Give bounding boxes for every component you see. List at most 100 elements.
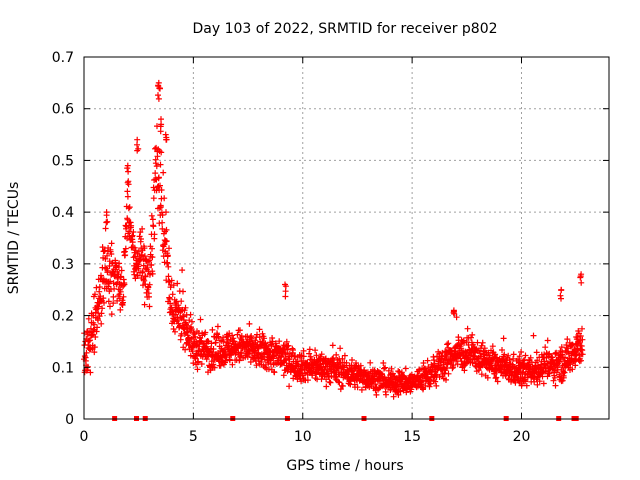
data-point bbox=[102, 225, 109, 232]
x-tick-label: 15 bbox=[403, 429, 421, 445]
data-point bbox=[285, 342, 292, 349]
data-point bbox=[155, 95, 162, 102]
data-point bbox=[194, 366, 201, 373]
data-point bbox=[125, 205, 132, 212]
data-point bbox=[546, 350, 553, 357]
data-point bbox=[478, 342, 485, 349]
data-point bbox=[577, 333, 584, 339]
data-point bbox=[188, 326, 195, 333]
data-point bbox=[182, 304, 189, 311]
data-point bbox=[433, 382, 440, 389]
data-point bbox=[443, 365, 450, 371]
data-point bbox=[329, 356, 336, 362]
data-point bbox=[159, 219, 166, 226]
data-point bbox=[149, 270, 156, 277]
data-point bbox=[187, 311, 194, 318]
data-point bbox=[108, 251, 115, 257]
data-point bbox=[367, 359, 374, 366]
data-point bbox=[579, 325, 585, 332]
data-point bbox=[149, 245, 155, 252]
data-point bbox=[98, 320, 105, 327]
data-point bbox=[402, 365, 409, 372]
data-point bbox=[247, 359, 254, 365]
data-point bbox=[167, 300, 174, 307]
data-point bbox=[286, 383, 293, 390]
data-point bbox=[236, 357, 243, 363]
data-point bbox=[282, 288, 289, 295]
data-point bbox=[395, 368, 402, 375]
data-point bbox=[172, 328, 178, 335]
data-point bbox=[189, 348, 196, 355]
y-tick-label: 0.6 bbox=[52, 102, 74, 118]
data-point bbox=[229, 361, 236, 368]
data-point bbox=[158, 149, 165, 156]
data-point bbox=[451, 310, 458, 317]
data-point bbox=[312, 347, 319, 354]
data-point bbox=[99, 305, 106, 312]
data-point bbox=[84, 367, 91, 373]
data-point bbox=[146, 303, 153, 310]
data-point bbox=[536, 378, 543, 385]
data-point bbox=[545, 370, 552, 376]
y-tick-label: 0.5 bbox=[52, 153, 74, 169]
data-point bbox=[197, 316, 204, 323]
data-point bbox=[118, 267, 125, 274]
data-point bbox=[168, 277, 175, 284]
data-point bbox=[149, 216, 156, 223]
data-point bbox=[337, 345, 344, 352]
data-point bbox=[141, 301, 148, 308]
data-point bbox=[95, 303, 102, 310]
data-point bbox=[246, 320, 253, 327]
data-point bbox=[189, 318, 195, 325]
data-point bbox=[505, 352, 512, 359]
data-point bbox=[479, 339, 486, 346]
data-point bbox=[134, 136, 141, 143]
data-point bbox=[163, 238, 170, 245]
data-point bbox=[110, 280, 117, 287]
data-point bbox=[116, 260, 123, 267]
plot-frame bbox=[83, 56, 610, 420]
data-point bbox=[149, 254, 156, 261]
data-point bbox=[564, 336, 571, 343]
data-point bbox=[238, 333, 245, 339]
data-point bbox=[518, 349, 525, 355]
data-point bbox=[198, 361, 205, 367]
data-point bbox=[558, 287, 565, 294]
data-point bbox=[249, 340, 256, 347]
data-point bbox=[330, 355, 337, 361]
data-point bbox=[534, 381, 541, 388]
data-point bbox=[523, 382, 530, 389]
data-point bbox=[95, 317, 101, 324]
data-point bbox=[209, 326, 216, 333]
data-point bbox=[491, 370, 498, 377]
data-point bbox=[107, 278, 114, 285]
data-point bbox=[237, 327, 243, 334]
data-point bbox=[229, 332, 236, 339]
data-point bbox=[91, 344, 98, 351]
data-point bbox=[102, 264, 109, 271]
data-point bbox=[151, 231, 158, 238]
data-point bbox=[562, 354, 568, 361]
data-point bbox=[445, 370, 452, 377]
data-point bbox=[208, 358, 215, 365]
data-point bbox=[551, 374, 558, 381]
data-point bbox=[123, 223, 130, 230]
data-point bbox=[373, 391, 380, 398]
data-point bbox=[516, 353, 523, 360]
data-point bbox=[307, 353, 314, 360]
data-point bbox=[419, 377, 426, 384]
data-point bbox=[159, 212, 166, 218]
data-point bbox=[108, 240, 115, 247]
data-point bbox=[286, 356, 293, 362]
data-point bbox=[290, 347, 296, 353]
data-point bbox=[381, 365, 387, 372]
data-point bbox=[92, 291, 98, 298]
data-point bbox=[144, 264, 151, 271]
data-point bbox=[464, 325, 471, 332]
data-point bbox=[92, 334, 99, 340]
data-point bbox=[152, 160, 159, 167]
data-point bbox=[436, 374, 443, 380]
data-point bbox=[150, 223, 157, 230]
data-point bbox=[130, 229, 137, 235]
